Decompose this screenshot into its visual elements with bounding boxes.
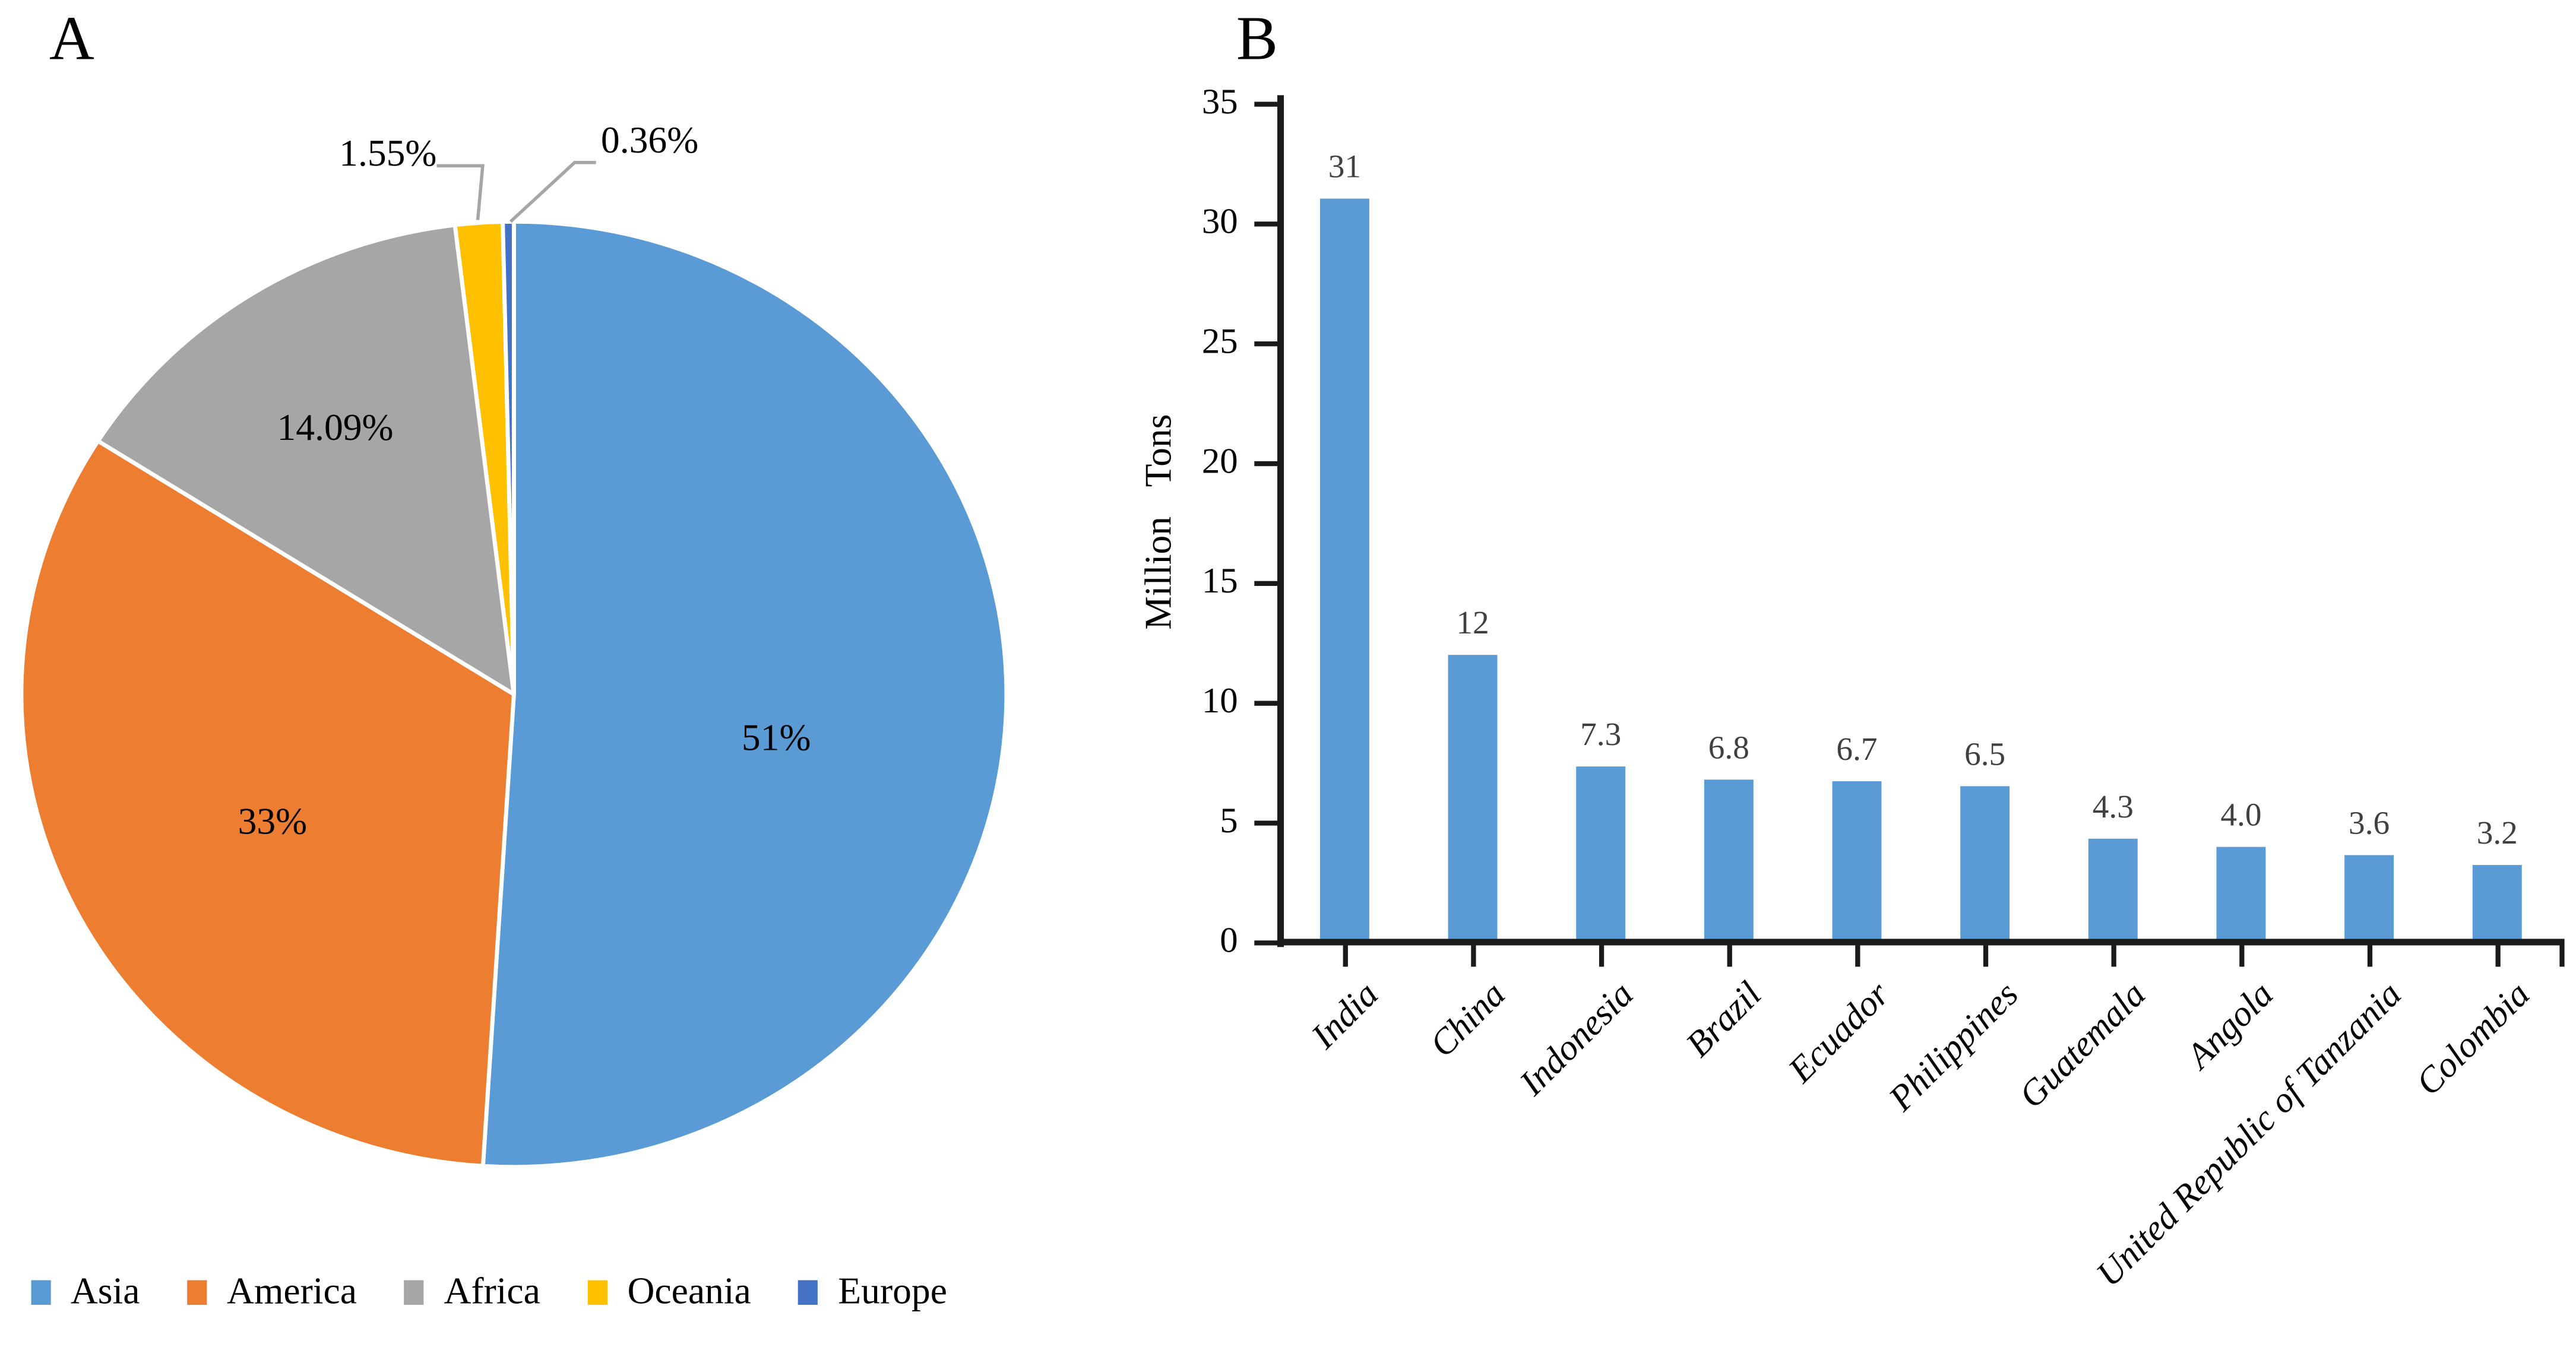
category-label-indonesia: Indonesia (1511, 973, 1641, 1104)
bar-indonesia (1576, 767, 1626, 939)
bar-china (1448, 654, 1498, 939)
bar-ecuador (1832, 781, 1882, 939)
value-label-india: 31 (1328, 150, 1362, 186)
category-label-angola: Angola (2179, 973, 2282, 1076)
legend-item-oceania: Oceania (588, 1270, 751, 1313)
x-tick-china (1470, 945, 1476, 967)
value-label-brazil: 6.8 (1708, 730, 1749, 766)
x-tick-united-republic-of-tanzania (2366, 945, 2372, 967)
pie-slice-africa (96, 223, 516, 696)
legend-item-asia: Asia (31, 1270, 140, 1313)
value-label-philippines: 6.5 (1964, 737, 2006, 774)
y-tick-20 (1254, 460, 1278, 465)
x-tick-guatemala (2110, 945, 2116, 967)
category-label-china: China (1422, 973, 1514, 1065)
pie-chart (19, 160, 1009, 1169)
legend-swatch-america (187, 1279, 207, 1304)
legend-swatch-oceania (588, 1279, 608, 1304)
bar-united-republic-of-tanzania (2344, 855, 2394, 939)
y-tick-30 (1254, 220, 1278, 226)
y-tick-label-20: 20 (1201, 439, 1238, 481)
category-label-guatemala: Guatemala (2011, 973, 2154, 1116)
legend-label-oceania: Oceania (627, 1270, 751, 1312)
legend-item-africa: Africa (404, 1270, 540, 1313)
legend-swatch-africa (404, 1279, 425, 1304)
pie-slice-asia (480, 219, 1009, 1169)
x-tick-indonesia (1598, 945, 1603, 967)
leader-line-oceania (436, 164, 485, 220)
x-tick-ecuador (1854, 945, 1860, 967)
legend-item-america: America (187, 1270, 357, 1313)
pie-slice-europe (501, 219, 516, 696)
y-tick-5 (1254, 820, 1278, 825)
value-label-angola: 4.0 (2220, 797, 2262, 833)
category-label-colombia: Colombia (2407, 973, 2538, 1104)
x-axis-line (1277, 939, 2565, 946)
value-label-indonesia: 7.3 (1580, 718, 1622, 755)
panel-a-label: A (49, 5, 94, 74)
y-tick-15 (1254, 580, 1278, 585)
value-label-guatemala: 4.3 (2092, 790, 2134, 826)
bar-philippines (1960, 786, 2010, 939)
legend-item-europe: Europe (798, 1270, 947, 1313)
leader-line-europe (509, 160, 596, 223)
y-tick-label-30: 30 (1201, 200, 1238, 242)
value-label-united-republic-of-tanzania: 3.6 (2349, 806, 2390, 843)
y-tick-25 (1254, 340, 1278, 345)
pie-label-america: 33% (238, 800, 308, 842)
legend-swatch-europe (798, 1279, 819, 1304)
x-tick-india (1342, 945, 1347, 967)
category-label-india: India (1302, 973, 1385, 1057)
pie-legend: Asia America Africa Oceania Europe (31, 1270, 947, 1313)
bar-guatemala (2088, 839, 2138, 939)
bar-colombia (2472, 865, 2522, 939)
y-tick-10 (1254, 700, 1278, 705)
bar-angola (2216, 846, 2266, 939)
bar-india (1319, 199, 1369, 939)
y-tick-label-0: 0 (1220, 919, 1238, 961)
category-label-philippines: Philippines (1880, 973, 2026, 1119)
value-label-ecuador: 6.7 (1836, 732, 1878, 769)
x-tick-brazil (1726, 945, 1732, 967)
y-tick-label-35: 35 (1201, 80, 1238, 122)
pie-label-asia: 51% (741, 717, 811, 758)
y-tick-label-25: 25 (1201, 320, 1238, 362)
category-label-ecuador: Ecuador (1780, 973, 1898, 1091)
category-label-brazil: Brazil (1678, 973, 1770, 1065)
legend-label-africa: Africa (444, 1270, 540, 1312)
legend-label-america: America (227, 1270, 357, 1312)
legend-label-europe: Europe (838, 1270, 947, 1312)
y-tick-35 (1254, 101, 1278, 106)
y-tick-label-15: 15 (1201, 559, 1238, 601)
pie-label-africa: 14.09% (277, 407, 394, 449)
y-tick-label-5: 5 (1220, 799, 1238, 841)
x-tick-colombia (2495, 945, 2500, 967)
pie-label-oceania: 1.55% (339, 132, 437, 175)
legend-swatch-asia (31, 1279, 51, 1304)
legend-label-asia: Asia (70, 1270, 140, 1312)
y-axis-line (1277, 95, 1284, 947)
bar-brazil (1704, 779, 1754, 939)
x-tick-philippines (1982, 945, 1988, 967)
panel-b-label: B (1236, 5, 1278, 74)
y-tick-0 (1254, 939, 1278, 945)
value-label-colombia: 3.2 (2476, 816, 2518, 852)
pie-slice-america (19, 439, 516, 1168)
x-axis-end-tick (2559, 945, 2565, 967)
value-label-china: 12 (1456, 605, 1489, 642)
x-tick-angola (2238, 945, 2244, 967)
pie-label-europe: 0.36% (600, 119, 699, 161)
y-tick-label-10: 10 (1201, 679, 1238, 721)
